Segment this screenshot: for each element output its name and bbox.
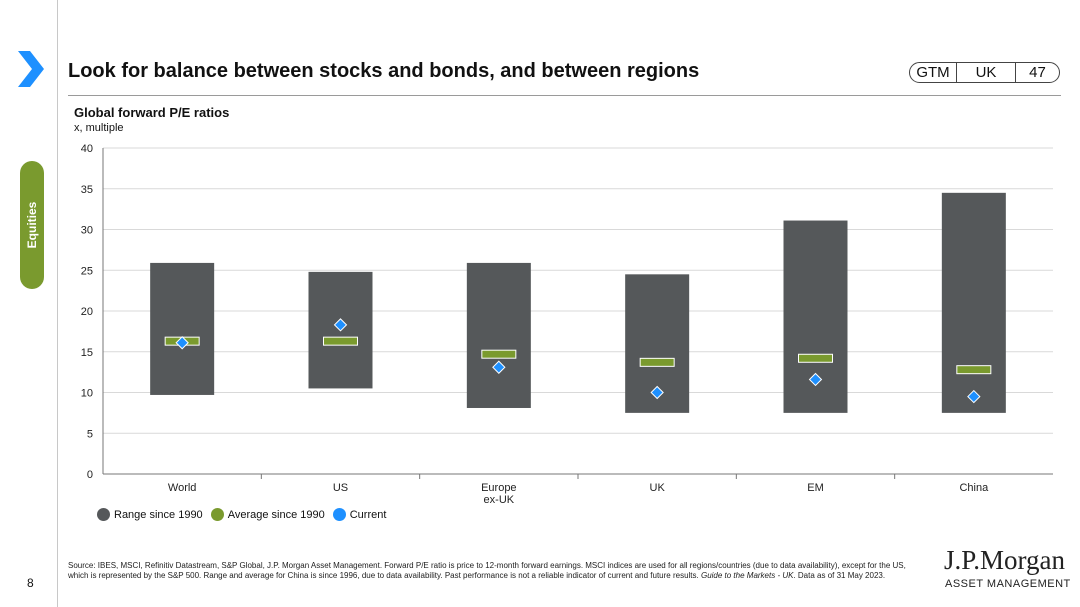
legend-range-swatch xyxy=(97,508,110,521)
range-bar xyxy=(150,262,215,395)
current-marker xyxy=(808,372,823,387)
y-tick-label: 20 xyxy=(81,306,93,318)
jpmorgan-logo: J.P.Morgan xyxy=(944,545,1066,575)
page-number: 8 xyxy=(27,576,34,590)
legend-current-swatch xyxy=(332,508,346,521)
x-tick-label: US xyxy=(333,482,348,494)
y-tick-label: 5 xyxy=(87,428,93,440)
y-tick-label: 0 xyxy=(87,469,93,481)
legend-item-average: Average since 1990 xyxy=(210,508,325,521)
y-tick-label: 25 xyxy=(81,265,93,277)
average-marker xyxy=(481,349,517,359)
average-marker xyxy=(956,365,992,375)
y-tick-label: 35 xyxy=(81,184,93,196)
legend-item-current: Current xyxy=(332,508,387,521)
y-tick-label: 30 xyxy=(81,225,93,237)
badge-page: 47 xyxy=(1029,64,1046,81)
current-marker xyxy=(967,389,981,404)
badge-region: UK xyxy=(957,63,1016,82)
legend-item-range: Range since 1990 xyxy=(97,508,203,521)
left-divider xyxy=(57,0,58,607)
x-tick-label: World xyxy=(168,482,197,494)
legend-current-label: Current xyxy=(349,508,387,521)
chart-title: Global forward P/E ratios xyxy=(74,105,230,120)
chart-legend: Range since 1990 Average since 1990 Curr… xyxy=(97,508,394,521)
x-tick-label: China xyxy=(959,482,989,494)
chevron-right-icon xyxy=(18,51,44,87)
page-title: Look for balance between stocks and bond… xyxy=(68,60,700,82)
average-marker xyxy=(639,357,675,367)
data-date: . Data as of 31 May 2023. xyxy=(793,571,886,580)
legend-range-label: Range since 1990 xyxy=(114,508,203,521)
guide-title: Guide to the Markets - UK xyxy=(700,571,794,580)
logo-subtitle: ASSET MANAGEMENT xyxy=(945,578,1071,590)
title-rule xyxy=(68,95,1061,96)
footer-source: Source: IBES, MSCI, Refinitiv Datastream… xyxy=(68,561,908,581)
y-tick-label: 15 xyxy=(81,347,93,359)
x-tick-label: EM xyxy=(807,482,824,494)
average-marker xyxy=(323,336,358,346)
range-bar xyxy=(941,192,1006,413)
average-marker xyxy=(798,353,833,363)
y-tick-label: 40 xyxy=(81,143,93,155)
legend-average-swatch xyxy=(210,508,224,521)
x-tick-label: Europe ex-UK xyxy=(481,482,516,506)
legend-average-label: Average since 1990 xyxy=(227,508,325,521)
y-tick-label: 10 xyxy=(81,388,93,400)
current-marker xyxy=(492,360,506,374)
current-marker xyxy=(650,385,664,400)
range-bar xyxy=(466,262,531,408)
page-badge: GTM UK 47 xyxy=(909,62,1060,83)
source-text: Source: IBES, MSCI, Refinitiv Datastream… xyxy=(68,561,906,580)
chart-subtitle: x, multiple xyxy=(74,122,124,134)
current-marker xyxy=(333,318,348,332)
current-marker xyxy=(175,336,189,350)
badge-gtm: GTM xyxy=(910,63,957,82)
section-tab-equities[interactable]: Equities xyxy=(20,161,44,289)
x-tick-label: UK xyxy=(650,482,666,494)
